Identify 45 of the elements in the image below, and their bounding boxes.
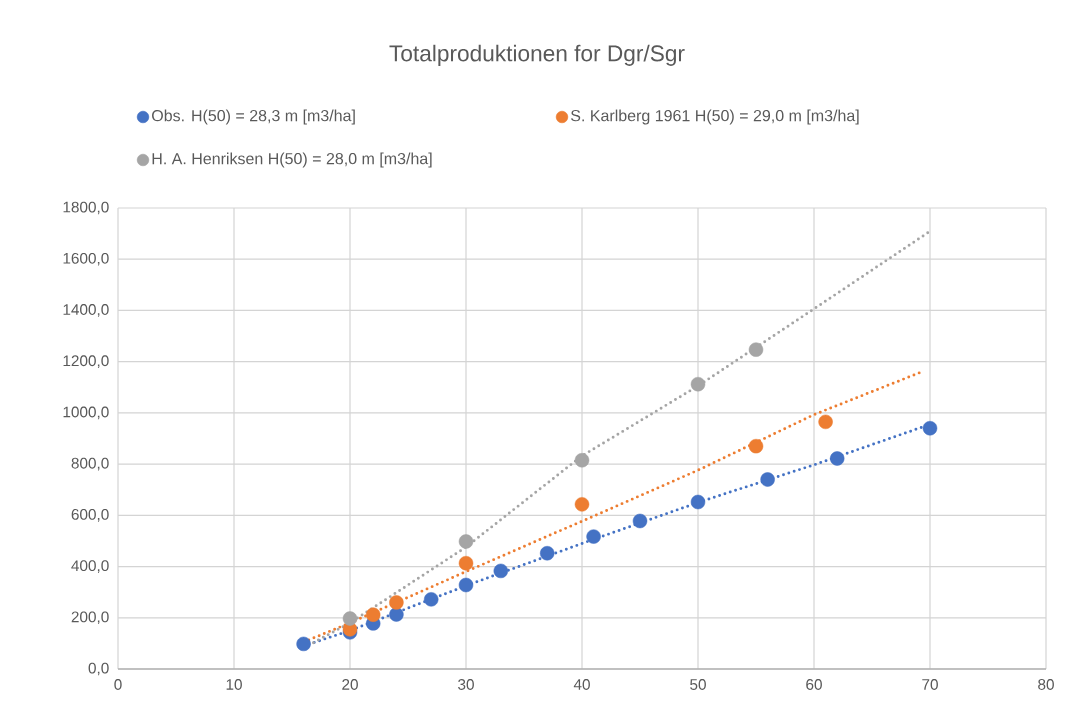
point (760, 472, 775, 487)
point (366, 607, 381, 622)
point (574, 497, 590, 512)
y-tick-label: 1400,0 (63, 304, 109, 317)
x-tick-label: 40 (573, 679, 590, 690)
point (748, 342, 764, 357)
y-tick-label: 0,0 (88, 662, 109, 676)
point (818, 414, 833, 430)
y-tick-label: 800,0 (71, 457, 109, 471)
x-tick-label: 80 (1038, 679, 1054, 690)
point (389, 595, 404, 610)
x-tick-label: 50 (690, 679, 706, 690)
y-tick-label: 1200,0 (63, 355, 109, 369)
legend-label: S. Karlberg 1961 H(50) = 29,0 m [m3/ha] (571, 109, 859, 125)
y-tick-label: 1600,0 (63, 252, 109, 266)
point (296, 636, 311, 652)
point (586, 529, 601, 544)
point (424, 592, 439, 607)
x-tick-label: 30 (458, 679, 474, 690)
point (493, 563, 509, 579)
x-tick-label: 70 (922, 679, 938, 690)
point (748, 438, 764, 454)
legend-label: H. A. Henriksen H(50) = 28,0 m [m3/ha] (152, 152, 432, 168)
chart-title: Totalproduktionen for Dgr/Sgr (389, 44, 685, 66)
y-tick-label: 400,0 (71, 560, 109, 573)
point (540, 546, 555, 561)
x-tick-label: 0 (114, 679, 122, 690)
y-tick-label: 200,0 (71, 611, 109, 625)
point (342, 611, 358, 626)
y-tick-label: 600,0 (71, 509, 109, 522)
point (922, 421, 938, 436)
point (574, 453, 590, 468)
point (458, 556, 474, 571)
point (458, 534, 474, 549)
y-tick-label: 1800,0 (63, 201, 109, 215)
point (830, 451, 845, 466)
x-tick-label: 60 (806, 679, 822, 690)
point (690, 494, 706, 510)
x-tick-label: 10 (226, 679, 242, 690)
point (632, 513, 648, 529)
point (458, 577, 474, 593)
x-tick-label: 20 (342, 679, 358, 690)
legend-label: Obs. H(50) = 28,3 m [m3/ha] (152, 109, 355, 125)
point (690, 377, 706, 392)
y-tick-label: 1000,0 (63, 406, 109, 420)
